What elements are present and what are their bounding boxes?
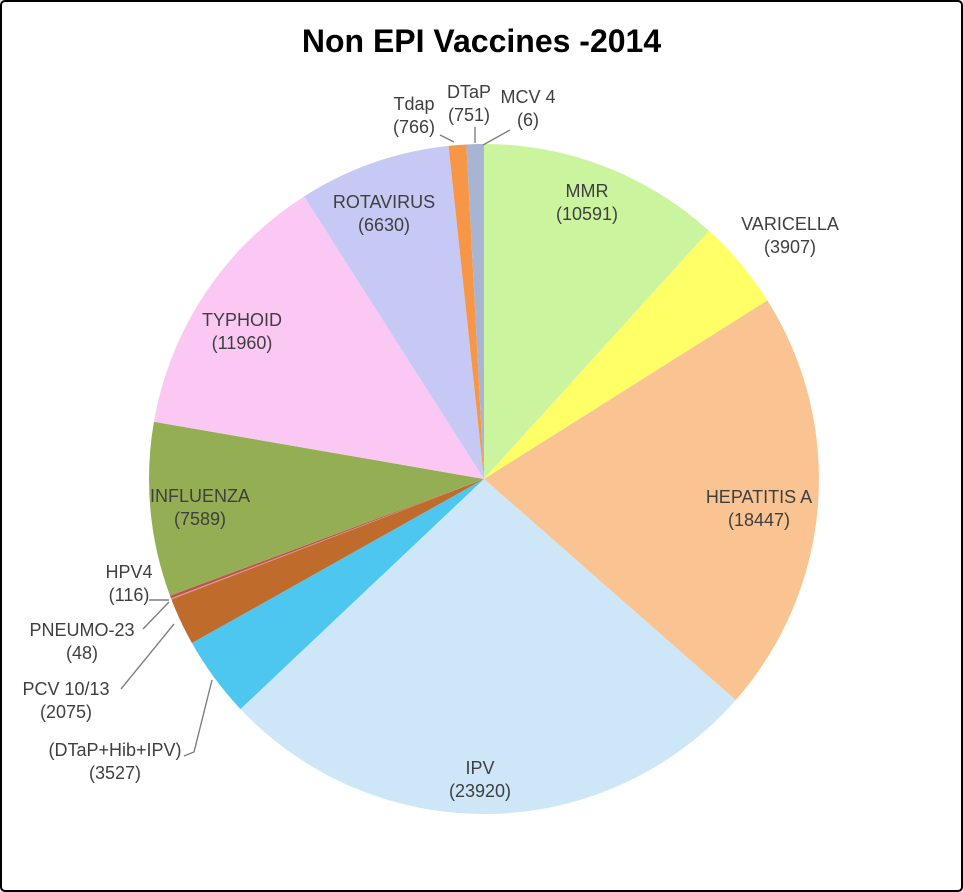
slice-name-text: Tdap [393,94,434,114]
pie-slice-dtap-hib-ipv [191,479,485,710]
pie-slice-dtap [466,144,484,479]
slice-name-text: HEPATITIS A [706,487,812,507]
slice-value-text: (6) [517,110,539,130]
slice-value-text: (23920) [449,781,511,801]
slice-value-text: (3527) [89,763,141,783]
slice-name-text: INFLUENZA [150,486,250,506]
slice-value-text: (751) [448,105,490,125]
leader-line-dtap-hib-ipv [183,679,213,757]
slice-value-text: (10591) [556,204,618,224]
slice-value-text: (11960) [212,333,273,353]
slice-value-text: (48) [66,643,98,663]
slice-value-text: (2075) [40,702,92,722]
slice-name-text: MCV 4 [500,87,555,107]
slice-name-text: IPV [465,758,494,778]
slice-label-pneumo-23: PNEUMO-23 (48) [29,620,134,663]
slice-label-hepatitis-a: HEPATITIS A (18447) [706,487,812,530]
pie-slice-hpv4 [170,479,484,599]
leader-line-tdap [439,134,455,143]
slice-label-hpv4: HPV4 (116) [105,562,152,605]
slice-label-ipv: IPV (23920) [449,758,511,801]
slice-label-dtap-hib-ipv: (DTaP+Hib+IPV) (3527) [48,740,181,783]
slice-value-text: (766) [393,117,435,137]
pie-slice-varicella [484,230,768,479]
slice-name-text: PCV 10/13 [22,679,109,699]
leader-line-pneumo-23 [142,601,170,630]
pie-slice-pcv-10-13 [171,479,485,644]
slice-label-mcv-4: MCV 4 (6) [500,87,555,130]
slice-name-text: DTaP [447,82,491,102]
leader-line-pcv-10-13 [120,623,175,690]
pie-slice-typhoid [153,196,484,479]
slice-label-tdap: Tdap (766) [393,94,435,137]
slice-name-text: (DTaP+Hib+IPV) [48,740,181,760]
slice-name-text: HPV4 [105,562,152,582]
pie-slice-influenza [148,421,484,596]
pie-slice-tdap [448,144,484,479]
chart-title: Non EPI Vaccines -2014 [301,23,662,59]
slice-name-text: VARICELLA [741,214,839,234]
leader-line-mcv-4 [482,129,511,146]
pie-slice-hepatitis-a [484,300,820,701]
slice-label-influenza: INFLUENZA (7589) [150,486,250,529]
slice-label-pcv-10-13: PCV 10/13 (2075) [22,679,109,722]
slice-name-text: PNEUMO-23 [29,620,134,640]
slice-label-rotavirus: ROTAVIRUS (6630) [333,192,435,235]
slice-label-varicella: VARICELLA (3907) [741,214,839,257]
slice-label-mmr: MMR (10591) [556,181,618,224]
slice-name-text: MMR [566,181,609,201]
pie-slice-rotavirus [304,145,484,479]
pie-slice-pneumo-23 [170,479,484,600]
slice-label-dtap: DTaP (751) [447,82,491,125]
slice-value-text: (3907) [764,237,816,257]
slice-value-text: (6630) [358,215,410,235]
slice-value-text: (7589) [174,509,226,529]
pie-slice-mmr [484,144,710,479]
pie-slice-ipv [240,479,736,815]
slice-value-text: (116) [109,585,150,605]
slice-name-text: TYPHOID [202,310,282,330]
slice-name-text: ROTAVIRUS [333,192,435,212]
slice-label-typhoid: TYPHOID (11960) [202,310,282,353]
slice-value-text: (18447) [728,510,790,530]
